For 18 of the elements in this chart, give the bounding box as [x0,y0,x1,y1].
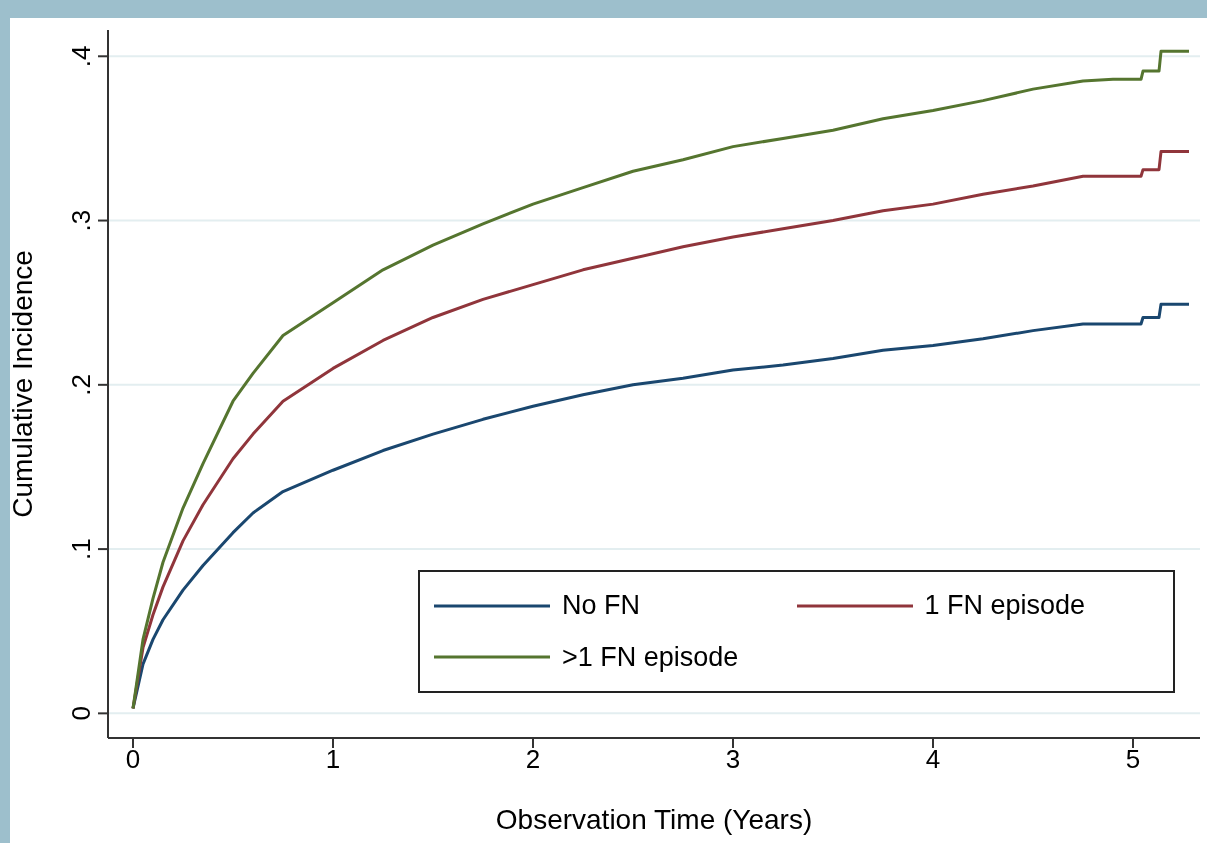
x-tick-label: 2 [525,744,541,775]
y-tick-label: .1 [66,538,96,560]
x-tick-label: 0 [125,744,141,775]
x-tick-label: 3 [725,744,741,775]
y-tick-label: .2 [66,373,96,396]
x-tick-label: 5 [1125,744,1141,775]
x-tick-label: 4 [925,744,941,775]
legend-label: 1 FN episode [924,590,1086,622]
y-axis-title: Cumulative Incidence [6,250,38,518]
x-tick-label: 1 [325,744,341,775]
line-series [131,150,1191,710]
y-tick-label: .3 [66,209,96,232]
y-tick-label: 0 [66,706,96,721]
x-axis-title: Observation Time (Years) [495,804,813,835]
legend-label: No FN [562,590,641,622]
y-tick-label: .4 [66,45,96,68]
legend-label: >1 FN episode [562,641,739,673]
line-series [131,49,1191,710]
